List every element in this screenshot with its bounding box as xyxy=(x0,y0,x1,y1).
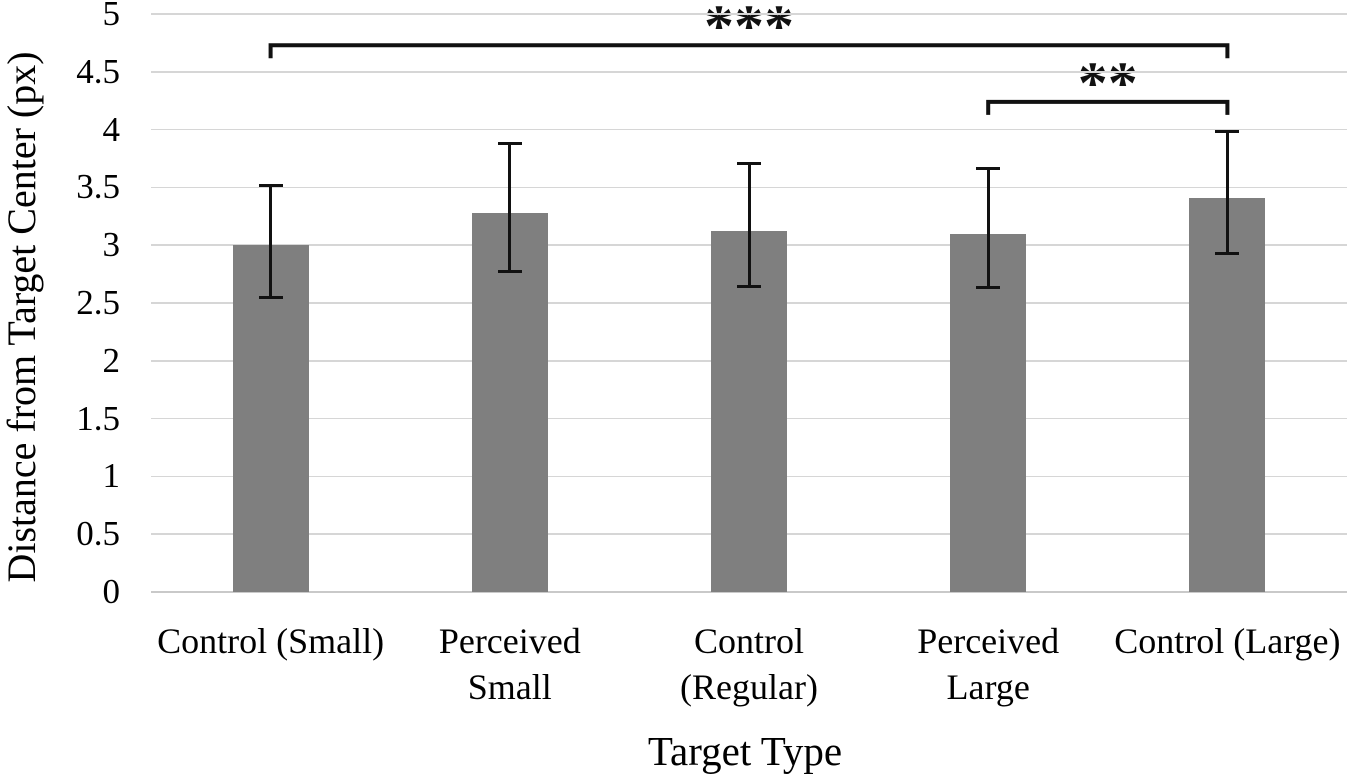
x-category-label-line: Control xyxy=(693,621,804,661)
y-tick-label: 3 xyxy=(102,225,121,265)
x-category-label-1: Perceived Small xyxy=(370,618,649,710)
error-bar-2 xyxy=(747,163,751,287)
significance-stars-1: ** xyxy=(1078,50,1138,116)
y-tick-label: 2.5 xyxy=(76,283,120,322)
x-category-label-4: Control (Large) xyxy=(1088,618,1350,664)
x-category-label-line: Control (Large) xyxy=(1114,621,1341,661)
y-tick-label: 2 xyxy=(102,340,121,380)
y-tick-label: 5 xyxy=(102,0,121,33)
y-tick-label: 0 xyxy=(102,572,121,611)
x-category-label-line: Control (Small) xyxy=(157,621,385,661)
x-category-label-3: Perceived Large xyxy=(849,618,1128,710)
x-category-label-line: Small xyxy=(467,667,552,707)
error-bar-4 xyxy=(1225,131,1229,254)
bar-2 xyxy=(711,231,787,592)
y-tick-label: 4.5 xyxy=(76,51,120,91)
error-cap-top-0 xyxy=(258,183,283,187)
error-cap-bottom-0 xyxy=(258,295,283,299)
y-tick-label: 1 xyxy=(102,456,121,496)
x-category-label-line: Large xyxy=(946,667,1030,707)
bar-3 xyxy=(950,233,1027,592)
error-bar-0 xyxy=(269,185,273,298)
error-cap-top-1 xyxy=(497,141,522,145)
significance-stars-0: *** xyxy=(704,0,794,59)
bar-4 xyxy=(1189,197,1266,592)
error-bar-1 xyxy=(508,143,512,272)
significance-bracket-0 xyxy=(268,43,1230,59)
x-category-label-0: Control (Small) xyxy=(131,618,410,664)
error-cap-top-4 xyxy=(1215,130,1240,134)
x-category-label-2: Control (Regular) xyxy=(609,618,888,710)
y-tick-label: 4 xyxy=(102,109,121,149)
y-tick-label: 1.5 xyxy=(76,398,120,438)
error-cap-bottom-2 xyxy=(737,285,761,289)
error-cap-bottom-3 xyxy=(976,286,1001,290)
y-tick-label: 3.5 xyxy=(76,167,120,207)
error-bar-3 xyxy=(986,168,990,288)
x-category-label-line: (Regular) xyxy=(680,667,818,707)
error-cap-bottom-1 xyxy=(497,270,522,274)
error-cap-bottom-4 xyxy=(1215,251,1240,255)
error-cap-top-3 xyxy=(976,167,1001,171)
bar-0 xyxy=(232,245,309,592)
gridline xyxy=(151,13,1347,15)
x-axis-line xyxy=(151,591,1347,594)
significance-bracket-1 xyxy=(986,99,1230,115)
y-tick-label: 0.5 xyxy=(76,514,120,554)
x-axis-title: Target Type xyxy=(647,728,843,774)
error-cap-top-2 xyxy=(737,161,761,165)
gridline xyxy=(151,128,1347,131)
gridline xyxy=(151,71,1347,73)
x-category-label-line: Perceived xyxy=(917,621,1060,661)
x-category-label-line: Perceived xyxy=(438,621,581,661)
bar-1 xyxy=(471,212,548,592)
